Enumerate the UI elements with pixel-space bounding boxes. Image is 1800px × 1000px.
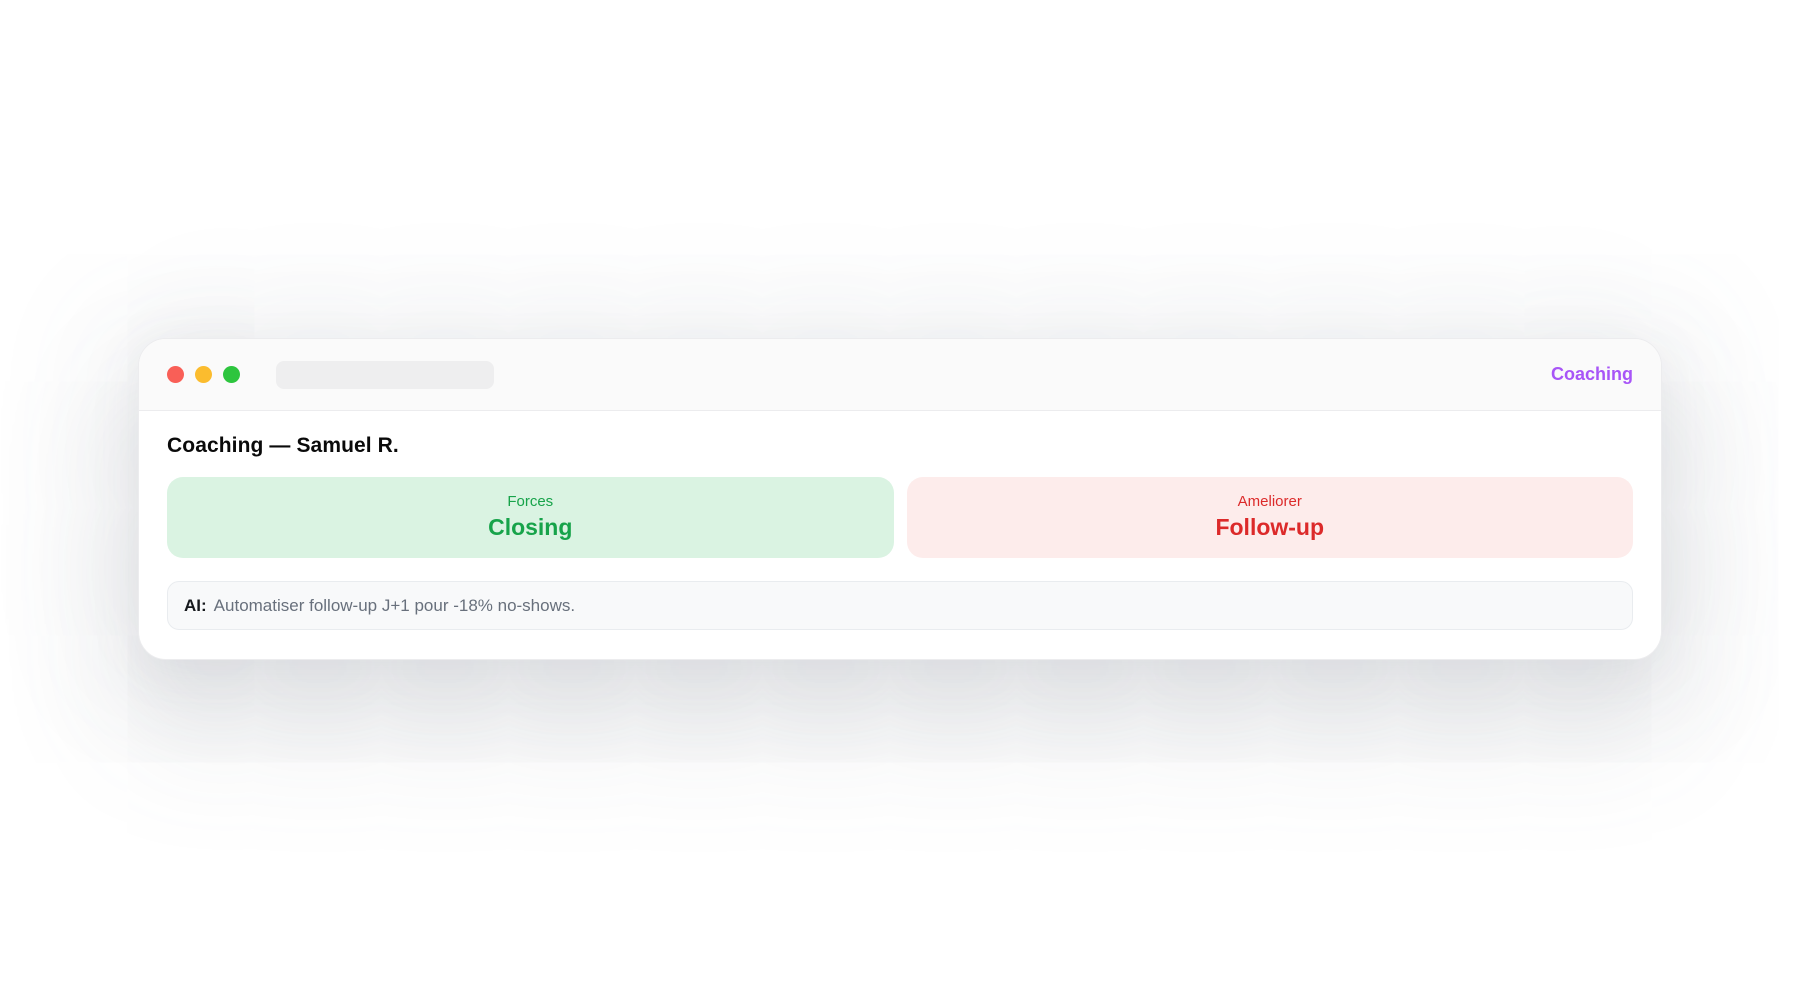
- brand-link[interactable]: Coaching: [1550, 364, 1633, 384]
- ai-note-prefix: AI:: [184, 595, 207, 615]
- ai-note-text: Automatiser follow-up J+1 pour -18% no-s…: [213, 595, 576, 615]
- address-bar[interactable]: [276, 360, 494, 389]
- page-title: Coaching — Samuel R.: [167, 434, 399, 457]
- stat-cards-row: Forces Closing Ameliorer Follow-up: [167, 477, 1633, 558]
- ai-note-bar: AI: Automatiser follow-up J+1 pour -18% …: [167, 581, 1633, 630]
- window-content: Coaching — Samuel R. Forces Closing Amel…: [139, 411, 1661, 658]
- minimize-window-button[interactable]: [195, 366, 212, 383]
- stat-card-forces: Forces Closing: [167, 477, 894, 558]
- stat-card-value: Closing: [488, 514, 573, 541]
- stat-card-label: Forces: [507, 493, 554, 511]
- window-titlebar: Coaching: [139, 339, 1661, 411]
- stat-card-value: Follow-up: [1215, 514, 1325, 541]
- stat-card-ameliorer: Ameliorer Follow-up: [906, 477, 1633, 558]
- zoom-window-button[interactable]: [223, 366, 240, 383]
- traffic-lights: [167, 366, 240, 383]
- close-window-button[interactable]: [167, 366, 184, 383]
- stat-card-label: Ameliorer: [1237, 493, 1302, 511]
- app-window: Coaching Coaching — Samuel R. Forces Clo…: [138, 338, 1662, 660]
